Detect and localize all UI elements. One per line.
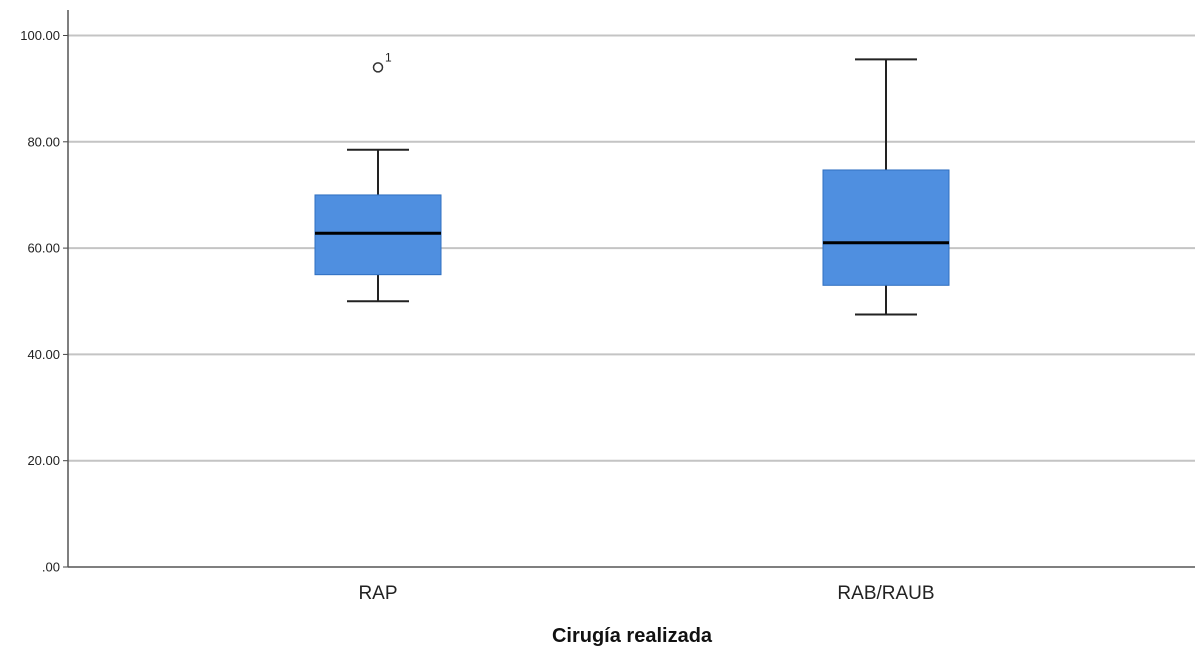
y-tick-label: 100.00 [20, 28, 60, 43]
y-tick-label: 40.00 [27, 347, 60, 362]
boxes: 1 [314, 50, 950, 316]
y-tick-label: 80.00 [27, 134, 60, 149]
iqr-box [822, 169, 950, 286]
y-tick-labels: .00 20.00 40.00 60.00 80.00 100.00 [20, 28, 60, 575]
axes [63, 10, 1195, 568]
y-tick-label: 20.00 [27, 453, 60, 468]
outlier-point [372, 62, 384, 73]
outlier-label: 1 [385, 50, 392, 64]
y-tick-label: 60.00 [27, 241, 60, 256]
y-tick-label: .00 [42, 560, 60, 575]
gridlines [68, 34, 1195, 462]
x-axis-title: Cirugía realizada [552, 625, 713, 647]
x-category-label: RAB/RAUB [837, 583, 934, 604]
box-rap: 1 [314, 50, 442, 303]
box-rab-raub [822, 58, 950, 316]
x-category-labels: RAP RAB/RAUB [358, 583, 934, 604]
x-category-label: RAP [358, 583, 397, 604]
iqr-box [314, 194, 442, 276]
